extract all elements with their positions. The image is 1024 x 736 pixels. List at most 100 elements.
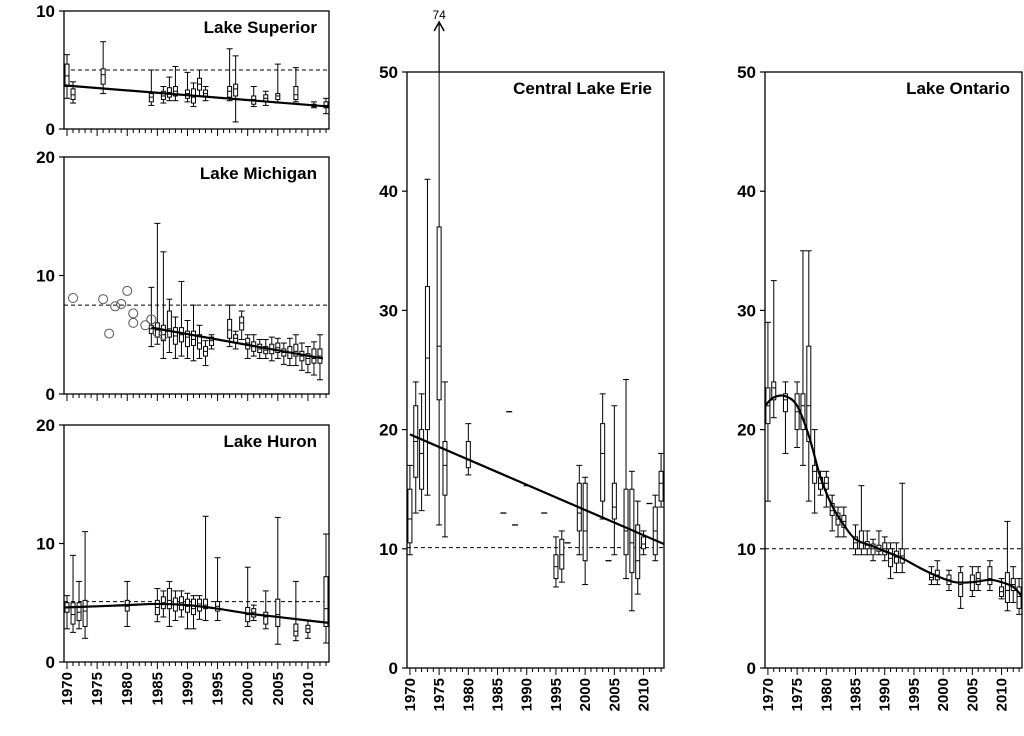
box [293,343,299,357]
y-tick-label: 30 [737,301,756,320]
x-tick-label: 1990 [877,678,894,711]
box [190,330,196,346]
x-tick-label: 1970 [402,678,419,711]
data-layer [68,222,324,381]
y-tick-label: 10 [36,2,55,21]
y-tick-label: 40 [379,182,398,201]
x-tick-label: 2005 [606,678,623,711]
box [227,86,233,98]
box [70,88,76,100]
data-layer [64,515,329,645]
overflow-arrow-label: 74 [432,8,446,22]
x-tick-label: 1980 [818,678,835,711]
box [166,310,172,338]
outlier-circle [104,328,115,339]
box [465,441,471,469]
x-tick-label: 1975 [431,678,448,711]
panel-michigan: 0 10 20 Lake Michigan [36,148,330,404]
box [275,93,281,100]
box [233,83,239,97]
x-tick-label: 1980 [119,672,136,705]
x-tick-label: 1975 [89,672,106,705]
box [888,548,894,568]
y-tick-label: 40 [737,182,756,201]
outlier-circle [140,320,151,331]
box [263,611,269,625]
y-tick-label: 50 [379,63,398,82]
box [623,488,629,556]
x-tick-label: 1980 [460,678,477,711]
panel-title: Central Lake Erie [513,79,652,98]
x-tick-label: 2005 [964,678,981,711]
panel-title: Lake Superior [204,18,318,37]
outlier-circle [128,317,139,328]
box [293,86,299,100]
data-layer [407,72,664,612]
outlier-circle [116,298,127,309]
box [1004,572,1010,603]
x-tick-label: 1970 [59,672,76,705]
x-tick-label: 2000 [935,678,952,711]
box [323,101,329,109]
y-tick-label: 20 [36,148,55,167]
x-tick-label: 1995 [906,678,923,711]
panel-huron: 0 10 20 1970 1975 1980 1985 1990 1995 2000 2005 201… [36,416,330,705]
box [184,330,190,348]
box [582,482,588,562]
y-tick-label: 20 [379,421,398,440]
x-tick-label: 1985 [490,678,507,711]
panel-ontario: 0 10 20 30 40 50 1970 1975 1980 1985 1990 1995 2000 2… [737,63,1023,711]
box [635,524,641,580]
x-tick-label: 1975 [789,678,806,711]
box [251,608,257,618]
panel-title: Lake Ontario [906,79,1010,98]
x-tick-label: 1995 [548,678,565,711]
box [64,63,70,88]
data-layer [765,250,1022,615]
box [870,543,876,556]
outlier-circle [98,294,109,305]
x-tick-label: 1970 [760,678,777,711]
outlier-circle [128,308,139,319]
box [641,536,647,550]
y-tick-label: 20 [36,416,55,435]
x-tick-label: 2000 [240,672,257,705]
panel-superior: 0 10 Lake Superior [36,2,330,139]
plot-frame [764,71,1023,669]
box [160,90,166,100]
data-layer [64,41,329,123]
y-tick-label: 0 [46,120,55,139]
box [559,538,565,570]
panel-title: Lake Huron [223,432,317,451]
y-tick-label: 10 [737,540,756,559]
box [858,530,864,550]
trend-line [64,84,329,108]
y-tick-label: 0 [389,659,398,678]
y-tick-label: 10 [36,267,55,286]
x-tick-label: 2010 [636,678,653,711]
box [323,576,329,627]
outlier-circle [110,301,121,312]
box [148,93,154,103]
trend-line [151,326,324,360]
outlier-circle [68,293,79,304]
box [407,488,413,544]
box [239,316,245,331]
box [305,353,311,365]
box [203,598,209,610]
x-tick-label: 1990 [179,672,196,705]
box [771,381,777,401]
x-tick-label: 1985 [848,678,865,711]
y-tick-label: 10 [36,535,55,554]
y-tick-label: 50 [737,63,756,82]
box [419,429,425,490]
panel-erie: 0 10 20 30 40 50 1970 1975 1980 1985 1990 1995 2000 2… [379,8,665,711]
x-tick-label: 1990 [519,678,536,711]
panel-title: Lake Michigan [200,164,317,183]
box [806,345,812,443]
box [203,89,209,97]
box [82,599,88,627]
box [658,470,664,502]
